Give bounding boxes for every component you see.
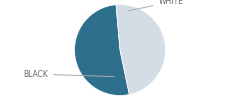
Text: BLACK: BLACK <box>23 70 114 79</box>
Wedge shape <box>75 5 129 96</box>
Text: WHITE: WHITE <box>128 0 183 11</box>
Wedge shape <box>116 4 165 94</box>
